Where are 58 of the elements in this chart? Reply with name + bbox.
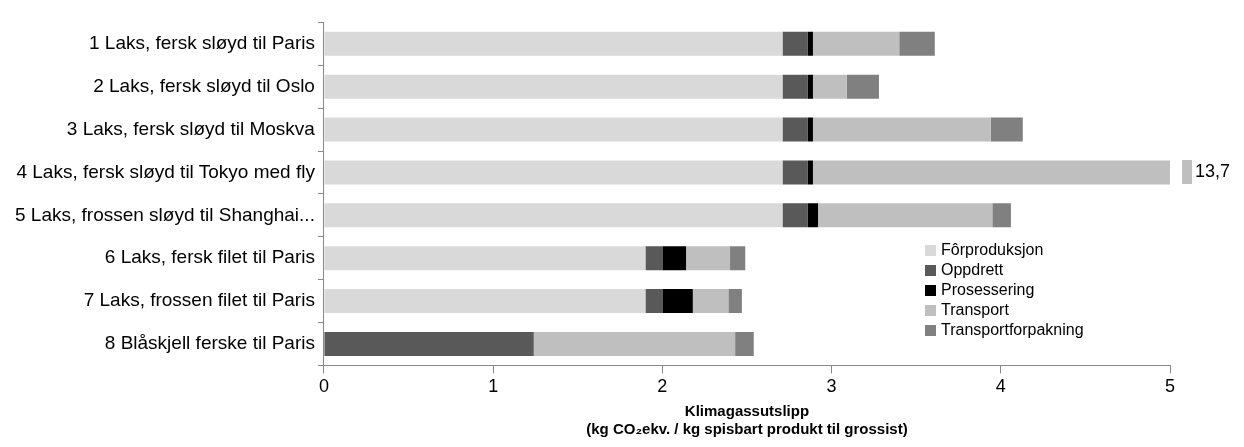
bar bbox=[324, 246, 646, 271]
bar bbox=[812, 117, 991, 142]
legend-label: Oppdrett bbox=[941, 260, 1004, 281]
bar bbox=[782, 117, 808, 142]
bar bbox=[324, 31, 783, 56]
x-tick-label: 2 bbox=[657, 376, 668, 397]
x-axis-title: Klimagassutslipp (kg CO₂ekv. / kg spisbart produkt til grossist) bbox=[586, 402, 908, 438]
bar bbox=[782, 31, 808, 56]
bar bbox=[324, 203, 783, 228]
bar bbox=[807, 160, 813, 185]
bar bbox=[686, 246, 731, 271]
bar bbox=[324, 160, 783, 185]
legend-label: Prosessering bbox=[941, 280, 1035, 301]
bar bbox=[782, 160, 808, 185]
y-tick-label: 1 Laks, fersk sløyd til Paris bbox=[88, 32, 315, 54]
bar bbox=[990, 117, 1023, 142]
bar bbox=[730, 246, 746, 271]
bar bbox=[782, 203, 808, 228]
bar bbox=[324, 74, 783, 99]
bar bbox=[324, 289, 646, 314]
legend-label: Transport bbox=[941, 300, 1009, 321]
bar bbox=[992, 203, 1011, 228]
bar bbox=[533, 331, 736, 356]
bar bbox=[807, 203, 819, 228]
legend-label: Transportforpakning bbox=[941, 320, 1084, 341]
bar bbox=[846, 74, 879, 99]
y-tick-label: 4 Laks, fersk sløyd til Tokyo med fly bbox=[16, 160, 316, 182]
bar bbox=[807, 31, 813, 56]
legend-label: Fôrproduksjon bbox=[941, 240, 1044, 261]
bar bbox=[645, 289, 663, 314]
bar bbox=[728, 289, 742, 314]
bar bbox=[645, 246, 663, 271]
x-tick-label: 3 bbox=[826, 376, 837, 397]
x-tick-label: 4 bbox=[995, 376, 1006, 397]
bar bbox=[782, 74, 808, 99]
bar bbox=[812, 160, 1170, 185]
bar bbox=[812, 31, 900, 56]
y-tick-label: 8 Blåskjell ferske til Paris bbox=[104, 332, 315, 354]
bar bbox=[807, 74, 813, 99]
bar bbox=[662, 289, 693, 314]
x-tick-label: 0 bbox=[318, 376, 329, 397]
y-tick-label: 5 Laks, frossen sløyd til Shanghai... bbox=[14, 203, 315, 225]
x-tick-label: 5 bbox=[1164, 376, 1176, 397]
y-tick-label: 2 Laks, fersk sløyd til Oslo bbox=[93, 74, 315, 96]
text: 13,7 bbox=[1195, 161, 1231, 182]
bar bbox=[692, 289, 729, 314]
bar bbox=[324, 117, 783, 142]
bar bbox=[807, 117, 813, 142]
bar bbox=[735, 331, 754, 356]
y-tick-label: 3 Laks, fersk sløyd til Moskva bbox=[66, 117, 316, 139]
bar bbox=[662, 246, 687, 271]
y-tick-label: 6 Laks, fersk filet til Paris bbox=[104, 246, 315, 268]
x-tick-label: 1 bbox=[488, 376, 499, 397]
bar bbox=[899, 31, 935, 56]
y-tick-label: 7 Laks, frossen filet til Paris bbox=[83, 289, 315, 311]
bar bbox=[812, 74, 847, 99]
bar bbox=[324, 331, 534, 356]
bar bbox=[818, 203, 993, 228]
